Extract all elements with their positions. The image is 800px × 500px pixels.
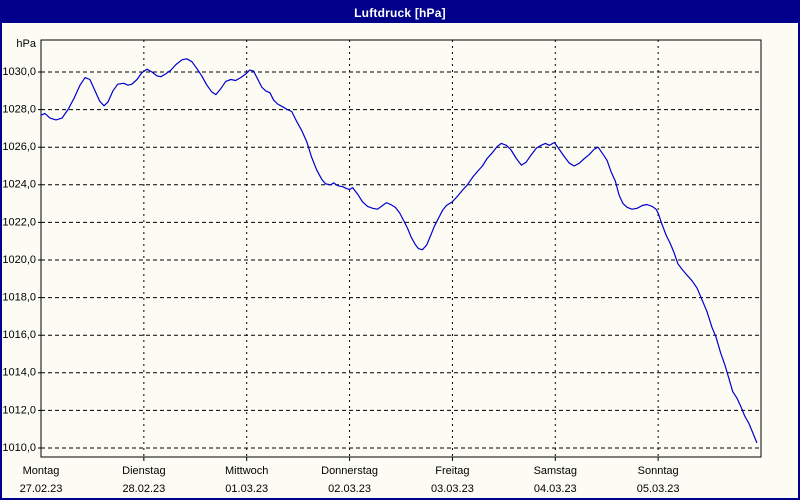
x-date-label: 27.02.23 [20,483,63,495]
x-day-label: Mittwoch [225,465,268,477]
x-day-label: Dienstag [122,465,165,477]
x-date-label: 01.03.23 [225,483,268,495]
x-date-label: 02.03.23 [328,483,371,495]
y-tick-label: 1024,0 [2,179,36,191]
y-tick-label: 1028,0 [2,104,36,116]
page-title: Luftdruck [hPa] [354,5,446,20]
y-tick-label: 1018,0 [2,292,36,304]
y-tick-label: 1026,0 [2,141,36,153]
x-date-label: 28.02.23 [122,483,165,495]
x-day-label: Montag [23,465,60,477]
x-date-label: 03.03.23 [431,483,474,495]
x-day-label: Samstag [534,465,577,477]
title-bar: Luftdruck [hPa] [2,2,798,23]
y-tick-label: 1012,0 [2,404,36,416]
plot-border [40,39,762,458]
x-day-label: Donnerstag [321,465,378,477]
y-tick-label: 1030,0 [2,66,36,78]
x-day-label: Sonntag [638,465,679,477]
x-date-label: 05.03.23 [637,483,680,495]
y-tick-label: 1022,0 [2,216,36,228]
y-tick-label: 1010,0 [2,442,36,454]
y-tick-label: 1016,0 [2,329,36,341]
pressure-line [40,58,758,443]
y-tick-label: 1020,0 [2,254,36,266]
y-axis-unit-label: hPa [16,38,36,50]
y-tick-label: 1014,0 [2,367,36,379]
x-day-label: Freitag [435,465,469,477]
x-date-label: 04.03.23 [534,483,577,495]
